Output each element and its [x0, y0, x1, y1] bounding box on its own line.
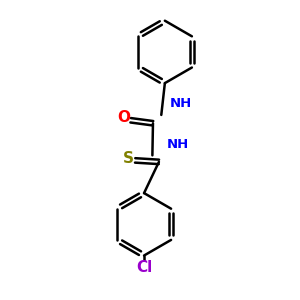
Text: O: O	[118, 110, 130, 125]
Text: Cl: Cl	[136, 260, 152, 275]
Text: NH: NH	[170, 97, 193, 110]
Text: S: S	[123, 151, 134, 166]
Text: NH: NH	[166, 138, 189, 151]
